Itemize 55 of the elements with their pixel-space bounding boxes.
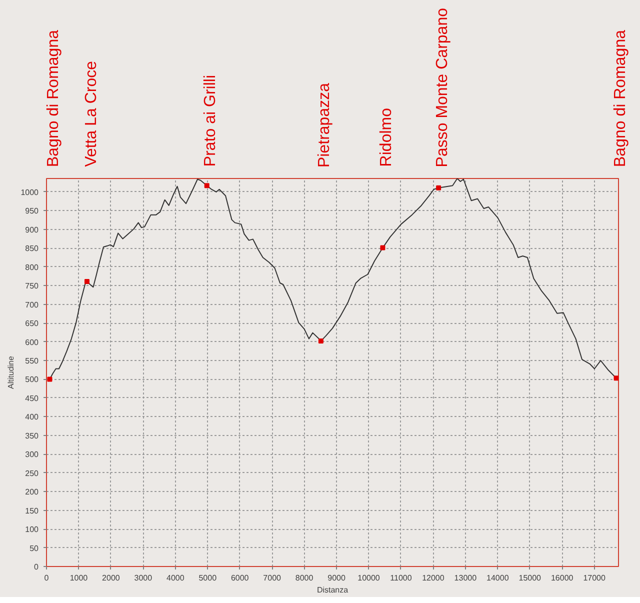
point — [614, 376, 618, 381]
y-tick-label: 850 — [25, 244, 40, 254]
y-tick-label: 800 — [25, 262, 40, 272]
x-tick-label: 11000 — [390, 574, 412, 582]
point — [318, 338, 324, 344]
x-tick-label: 3000 — [134, 574, 153, 582]
y-tick-label: 600 — [25, 338, 40, 347]
point — [84, 278, 90, 284]
x-tick-label: 10000 — [358, 574, 380, 582]
y-tick-label: 950 — [25, 206, 40, 216]
y-tick-label: 750 — [25, 282, 40, 291]
x-tick-label: 16000 — [550, 574, 574, 582]
text: Passo Monte Carpano — [434, 8, 452, 167]
y-tick-label: 350 — [25, 431, 40, 440]
y-tick-label: 200 — [25, 488, 40, 497]
x-tick-label: 5000 — [198, 574, 218, 582]
point — [436, 185, 442, 190]
y-tick-label: 50 — [30, 544, 40, 553]
y-tick-label: 250 — [25, 468, 40, 478]
x-tick-label: 17000 — [583, 574, 606, 582]
x-tick-label: 14000 — [486, 574, 510, 582]
y-tick-label: 300 — [25, 450, 40, 460]
x-tick-label: 12000 — [422, 574, 445, 582]
y-tick-label: 700 — [25, 300, 40, 310]
x-tick-label: 13000 — [454, 574, 478, 582]
y-tick-label: 650 — [25, 319, 40, 328]
y-tick-label: 0 — [34, 562, 40, 572]
x-tick-label: 1000 — [70, 574, 88, 582]
point — [47, 376, 52, 382]
x-axis-title: Distanza — [316, 586, 349, 594]
text: Ridolmo — [378, 108, 396, 167]
text: Prato ai Grilli — [202, 75, 220, 167]
y-tick-label: 150 — [25, 506, 40, 516]
x-tick-label: 6000 — [230, 574, 250, 582]
x-tick-label: 9000 — [328, 574, 346, 582]
y-axis-title: Altitudine — [6, 355, 16, 389]
y-tick-label: 500 — [25, 375, 40, 384]
text: Bagno di Romagna — [45, 30, 64, 167]
x-tick-label: 4000 — [166, 574, 185, 582]
text: Bagno di Romagna — [612, 30, 630, 167]
x-tick-label: 8000 — [295, 574, 314, 582]
x-tick-label: 2000 — [102, 574, 120, 582]
y-tick-label: 100 — [25, 525, 40, 534]
x-tick-label: 15000 — [518, 574, 542, 582]
text: Pietrapazza — [316, 82, 334, 167]
x-tick-label: 0 — [44, 574, 50, 582]
x-tick-label: 7000 — [263, 574, 282, 582]
y-tick-label: 400 — [25, 412, 40, 422]
y-tick-label: 450 — [25, 394, 40, 403]
point — [204, 183, 210, 188]
y-tick-label: 900 — [25, 225, 40, 234]
text: Vetta La Croce — [82, 61, 100, 167]
y-tick-label: 1000 — [20, 188, 40, 197]
point — [380, 245, 386, 250]
y-tick-label: 550 — [25, 356, 40, 366]
